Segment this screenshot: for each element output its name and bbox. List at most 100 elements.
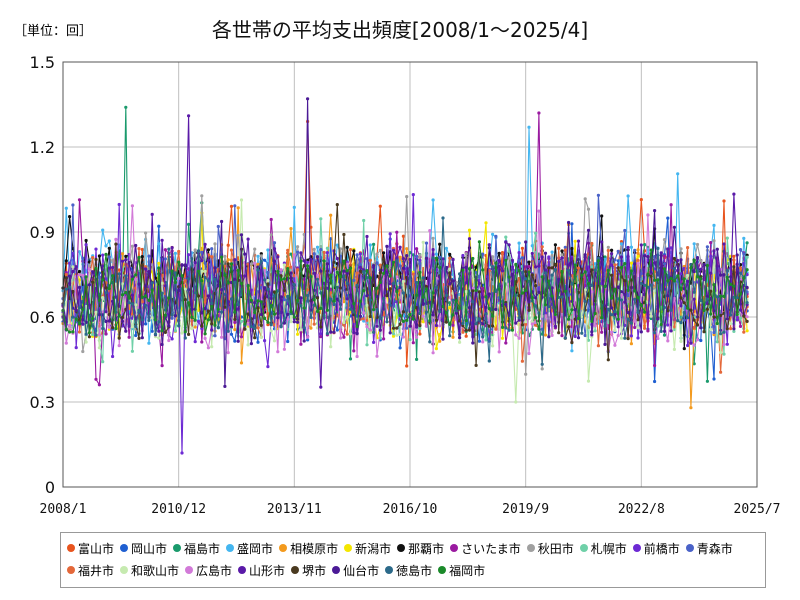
- data-point: [111, 326, 115, 330]
- data-point: [401, 310, 405, 314]
- data-point: [415, 254, 419, 258]
- data-point: [514, 293, 518, 297]
- x-tick-label: 2010/12: [151, 502, 206, 517]
- legend-marker-icon: [632, 544, 641, 552]
- data-point: [101, 228, 105, 232]
- data-point: [497, 287, 501, 291]
- data-point: [269, 329, 273, 333]
- data-point: [200, 340, 204, 344]
- data-point: [226, 262, 230, 266]
- data-point: [127, 296, 131, 300]
- data-point: [348, 266, 353, 270]
- data-point: [256, 268, 260, 272]
- data-point: [312, 252, 316, 256]
- data-point: [81, 318, 85, 322]
- data-point: [712, 283, 716, 287]
- data-point: [424, 256, 429, 260]
- data-point: [709, 289, 713, 293]
- data-point: [623, 279, 627, 283]
- data-point: [504, 302, 508, 306]
- data-point: [101, 310, 105, 314]
- data-point: [329, 330, 333, 334]
- x-tick-label: 2019/9: [502, 502, 549, 517]
- data-point: [249, 325, 253, 329]
- data-point: [335, 270, 339, 274]
- data-point: [180, 451, 184, 455]
- data-point: [613, 312, 617, 316]
- data-point: [679, 304, 683, 308]
- data-point: [461, 268, 465, 272]
- data-point: [183, 336, 187, 340]
- data-point: [398, 264, 402, 268]
- data-point: [725, 342, 729, 346]
- data-point: [438, 339, 442, 343]
- data-point: [428, 229, 432, 233]
- data-point: [163, 330, 167, 334]
- data-point: [686, 343, 690, 348]
- data-point: [229, 204, 234, 208]
- legend-item: 福岡市: [438, 559, 485, 581]
- data-point: [216, 326, 220, 330]
- data-point: [266, 270, 270, 274]
- data-point: [418, 262, 422, 266]
- data-point: [101, 264, 105, 268]
- data-point: [603, 255, 607, 259]
- data-point: [375, 354, 379, 358]
- data-point: [107, 239, 111, 243]
- data-point: [167, 338, 171, 343]
- data-point: [94, 247, 98, 251]
- data-point: [636, 261, 640, 265]
- data-point: [606, 248, 610, 253]
- data-point: [210, 255, 214, 259]
- data-point: [738, 248, 743, 252]
- data-point: [342, 269, 346, 273]
- data-point: [335, 243, 339, 247]
- data-point: [633, 262, 637, 266]
- data-point: [272, 259, 277, 263]
- data-point: [540, 362, 544, 366]
- data-point: [629, 278, 634, 282]
- data-point: [355, 354, 359, 359]
- data-point: [226, 329, 230, 333]
- data-point: [679, 321, 683, 325]
- data-point: [200, 269, 204, 273]
- data-point: [157, 224, 161, 228]
- data-point: [557, 277, 561, 281]
- legend-label: 相模原市: [290, 541, 339, 556]
- data-point: [738, 324, 743, 328]
- data-point: [276, 350, 280, 354]
- data-point: [610, 248, 614, 252]
- data-point: [639, 303, 643, 307]
- data-point: [101, 278, 105, 282]
- data-point: [77, 322, 82, 326]
- data-point: [517, 318, 521, 322]
- data-point: [537, 264, 541, 268]
- data-point: [633, 325, 637, 330]
- data-point: [130, 349, 134, 353]
- data-point: [187, 277, 191, 281]
- data-point: [167, 324, 171, 328]
- data-point: [269, 233, 273, 237]
- data-point: [534, 231, 538, 235]
- data-point: [745, 241, 749, 245]
- data-point: [649, 314, 653, 318]
- data-point: [365, 294, 369, 298]
- data-point: [705, 245, 710, 249]
- data-point: [223, 254, 227, 258]
- data-point: [481, 252, 485, 256]
- data-point: [210, 322, 214, 326]
- data-point: [682, 347, 686, 351]
- data-point: [342, 320, 346, 325]
- data-point: [144, 231, 148, 235]
- data-point: [282, 288, 286, 293]
- data-point: [709, 254, 713, 258]
- data-point: [692, 343, 696, 347]
- data-point: [626, 299, 630, 304]
- data-point: [223, 273, 227, 277]
- data-point: [524, 320, 528, 324]
- data-point: [183, 287, 187, 291]
- data-point: [292, 320, 296, 324]
- data-point: [481, 286, 485, 290]
- data-point: [64, 287, 68, 291]
- data-point: [137, 247, 141, 251]
